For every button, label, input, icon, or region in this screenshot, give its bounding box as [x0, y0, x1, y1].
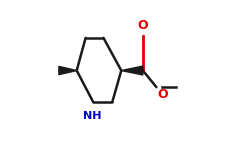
Text: NH: NH	[83, 111, 102, 121]
Polygon shape	[121, 66, 143, 75]
Text: O: O	[157, 88, 168, 101]
Text: O: O	[138, 19, 148, 32]
Polygon shape	[59, 66, 77, 75]
